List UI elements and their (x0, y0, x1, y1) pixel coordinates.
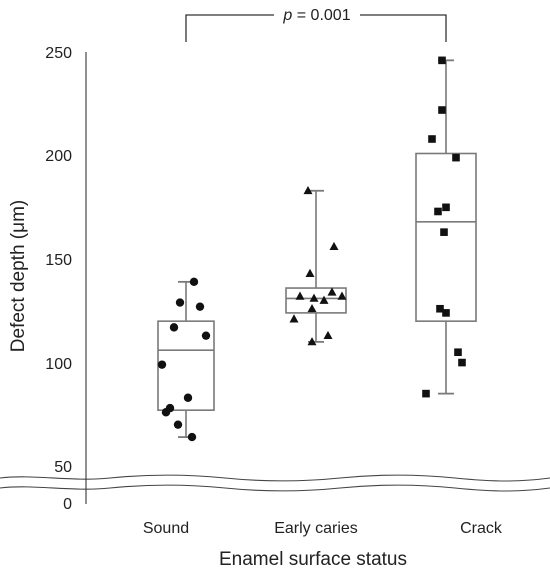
data-point-crack (422, 389, 430, 398)
data-point-early-caries (303, 185, 313, 195)
significance-label: p = 0.001 (282, 7, 350, 24)
x-category-early-caries: Early caries (274, 520, 358, 537)
data-point-early-caries (307, 337, 317, 346)
data-point-crack (436, 304, 444, 313)
data-point-crack (428, 135, 436, 143)
data-point-sound (183, 393, 193, 402)
significance-bracket: p = 0.001 (185, 5, 447, 42)
data-point-sound (161, 408, 171, 417)
data-point-early-caries (309, 293, 319, 302)
data-point-sound (173, 420, 183, 429)
x-category-sound: Sound (143, 520, 189, 537)
significance-label-bg (274, 5, 360, 25)
data-point-early-caries (305, 268, 315, 277)
data-point-early-caries (337, 291, 347, 300)
data-point-crack (442, 203, 450, 212)
data-point-crack (438, 106, 446, 114)
data-point-sound (157, 360, 167, 369)
y-axis-title: Defect depth (μm) (8, 200, 29, 352)
data-point-crack (442, 309, 450, 317)
data-point-early-caries (319, 295, 329, 304)
point-layer (157, 56, 466, 442)
data-point-crack (434, 207, 442, 216)
data-point-sound (201, 331, 211, 340)
y-tick-100: 100 (45, 356, 72, 373)
data-point-crack (438, 56, 446, 65)
data-point-sound (189, 277, 199, 287)
box-group-crack (415, 59, 477, 395)
y-tick-200: 200 (45, 148, 72, 165)
data-point-early-caries (329, 241, 339, 251)
y-tick-50: 50 (54, 459, 72, 476)
significance-p-symbol: p (282, 7, 292, 24)
data-point-sound (195, 302, 205, 311)
x-axis-title: Enamel surface status (219, 549, 407, 570)
axis-layer: 250 200 150 100 50 0 Sound Early caries … (0, 45, 550, 570)
data-point-crack (454, 348, 462, 357)
data-point-sound (187, 432, 197, 442)
y-tick-250: 250 (45, 45, 72, 62)
data-point-crack (452, 153, 460, 162)
axis-break-line-upper (0, 474, 550, 482)
x-category-crack: Crack (460, 520, 503, 537)
data-point-sound (169, 323, 179, 332)
y-tick-0: 0 (63, 496, 72, 513)
data-point-early-caries (307, 303, 317, 313)
data-point-early-caries (327, 287, 337, 296)
box-iqr-crack (415, 152, 477, 322)
data-point-early-caries (295, 291, 305, 300)
y-tick-150: 150 (45, 252, 72, 269)
data-point-early-caries (323, 330, 333, 340)
data-point-crack (440, 228, 448, 236)
data-point-early-caries (289, 314, 299, 323)
data-point-sound (175, 298, 185, 307)
box-iqr-early-caries (285, 287, 347, 314)
box-layer (157, 59, 477, 438)
data-point-crack (458, 358, 466, 367)
axis-break-line-lower (0, 484, 550, 492)
significance-p-value: = 0.001 (292, 7, 350, 24)
